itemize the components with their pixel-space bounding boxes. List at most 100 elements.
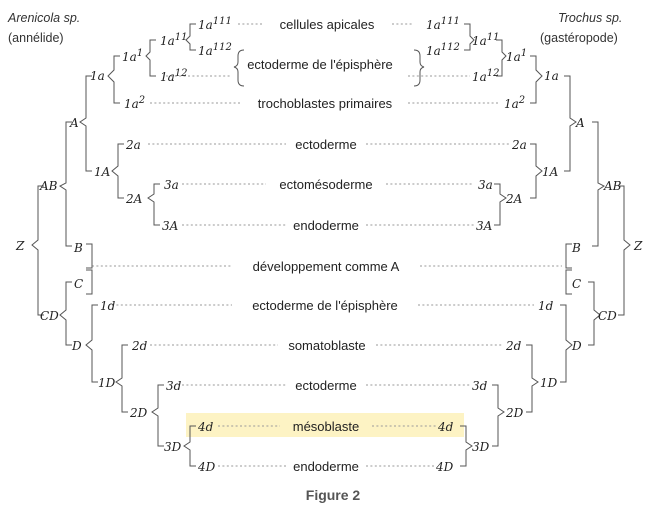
right-cell-1a: 1a xyxy=(544,69,559,83)
right-bracket-CD xyxy=(588,281,601,346)
right-cell-1a12: 1a12 xyxy=(472,68,500,84)
right-bracket-1a1 xyxy=(496,39,507,77)
left-species-group: (annélide) xyxy=(8,31,64,45)
left-cell-D: D xyxy=(71,339,82,353)
left-cell-2D: 2D xyxy=(129,406,148,420)
episphere-right-brace xyxy=(413,49,425,87)
right-species-group: (gastéropode) xyxy=(540,31,618,45)
left-cell-4d: 4d xyxy=(197,420,214,434)
right-cell-1a1: 1a1 xyxy=(506,48,527,64)
right-cell-A: A xyxy=(575,116,585,130)
fate-ectoderme: ectoderme xyxy=(295,137,356,152)
fate-endoderme-2: endoderme xyxy=(293,459,359,474)
right-bracket-1a xyxy=(530,55,543,104)
left-cell-1a: 1a xyxy=(90,69,105,83)
right-cell-2A: 2A xyxy=(505,192,523,206)
left-cell-1d: 1d xyxy=(100,299,116,313)
left-bracket-B xyxy=(86,243,93,269)
left-cell-1a11: 1a11 xyxy=(160,32,188,48)
right-bracket-2A xyxy=(494,183,507,226)
right-bracket-1a11 xyxy=(464,23,475,51)
fate-labels: cellules apicales ectoderme de l'épisphè… xyxy=(247,17,399,474)
right-bracket-1D xyxy=(526,344,539,413)
left-cell-3d: 3d xyxy=(166,379,182,393)
right-cell-D: D xyxy=(571,339,582,353)
left-cell-B: B xyxy=(73,241,83,255)
right-cell-B: B xyxy=(571,241,581,255)
left-cell-2a: 2a xyxy=(125,138,141,152)
left-bracket-2A xyxy=(147,183,160,226)
left-bracket-CD xyxy=(59,281,72,346)
left-cell-1a1: 1a1 xyxy=(122,48,143,64)
right-cell-1a111: 1a111 xyxy=(426,16,460,32)
right-bracket-C xyxy=(565,269,572,295)
left-bracket-3D xyxy=(183,425,196,467)
right-bracket-1A xyxy=(530,143,543,199)
left-cell-CD: CD xyxy=(40,309,59,323)
right-lineage: Z AB CD A B C D 1a 1A 2a 2A 3a 3A 1a1 1a… xyxy=(426,16,643,474)
left-bracket-A xyxy=(79,75,92,172)
left-cell-Z: Z xyxy=(15,239,25,253)
right-cell-1D: 1D xyxy=(540,376,558,390)
fate-mesoblaste: mésoblaste xyxy=(293,419,359,434)
right-cell-CD: CD xyxy=(598,309,617,323)
left-cell-1a12: 1a12 xyxy=(160,68,188,84)
left-cell-1D: 1D xyxy=(98,376,116,390)
fate-dev-A: développement comme A xyxy=(253,259,400,274)
right-cell-4D: 4D xyxy=(435,460,454,474)
left-bracket-1a xyxy=(107,55,120,104)
right-bracket-B xyxy=(565,243,572,269)
left-cell-4D: 4D xyxy=(197,460,216,474)
left-bracket-Z xyxy=(31,185,44,316)
right-cell-3d: 3d xyxy=(472,379,488,393)
right-cell-1A: 1A xyxy=(542,165,559,179)
right-bracket-2D xyxy=(492,384,505,447)
fate-trochoblastes: trochoblastes primaires xyxy=(258,96,393,111)
right-cell-4d: 4d xyxy=(437,420,454,434)
left-cell-2d: 2d xyxy=(131,339,148,353)
left-cell-2A: 2A xyxy=(125,192,143,206)
left-cell-A: A xyxy=(69,116,79,130)
right-cell-AB: AB xyxy=(603,179,622,193)
left-cell-1a2: 1a2 xyxy=(124,95,145,111)
right-cell-3D: 3D xyxy=(472,440,490,454)
left-species-name: Arenicola sp. xyxy=(7,11,80,25)
left-cell-AB: AB xyxy=(39,179,58,193)
right-cell-2D: 2D xyxy=(505,406,524,420)
left-cell-1a112: 1a112 xyxy=(198,42,232,58)
right-cell-1a112: 1a112 xyxy=(426,42,460,58)
left-cell-1A: 1A xyxy=(94,165,111,179)
left-bracket-1a11 xyxy=(185,23,196,51)
left-cell-3a: 3a xyxy=(164,178,179,192)
left-bracket-D xyxy=(85,304,98,383)
right-cell-1a2: 1a2 xyxy=(504,95,525,111)
left-cell-3D: 3D xyxy=(164,440,182,454)
right-bracket-A xyxy=(564,75,577,172)
right-bracket-Z xyxy=(618,185,631,316)
right-bracket-3D xyxy=(460,425,473,467)
left-lineage: Z AB CD A B C D 1a 1A 2a 2A 3a 3A 1a1 1a… xyxy=(15,16,232,474)
left-bracket-1D xyxy=(115,344,128,413)
left-bracket-AB xyxy=(59,121,72,247)
fate-ectoderme-2: ectoderme xyxy=(295,378,356,393)
fate-ecto-episphere-2: ectoderme de l'épisphère xyxy=(252,298,398,313)
fate-ectomesoderme: ectomésoderme xyxy=(279,177,372,192)
right-cell-2d: 2d xyxy=(505,339,522,353)
connector-lines xyxy=(92,23,562,467)
right-cell-Z: Z xyxy=(633,239,643,253)
figure-caption: Figure 2 xyxy=(306,487,361,503)
right-cell-3A: 3A xyxy=(476,219,493,233)
right-cell-1d: 1d xyxy=(538,299,554,313)
left-bracket-C xyxy=(86,269,93,295)
fate-apical: cellules apicales xyxy=(280,17,375,32)
right-cell-C: C xyxy=(572,277,581,291)
fate-ecto-episphere: ectoderme de l'épisphère xyxy=(247,57,393,72)
right-cell-2a: 2a xyxy=(511,138,527,152)
left-cell-3A: 3A xyxy=(162,219,179,233)
left-cell-1a111: 1a111 xyxy=(198,16,232,32)
fate-somatoblaste: somatoblaste xyxy=(288,338,365,353)
left-bracket-1a1 xyxy=(145,39,156,77)
mesoblaste-highlight xyxy=(186,413,464,437)
left-bracket-2D xyxy=(151,384,164,447)
